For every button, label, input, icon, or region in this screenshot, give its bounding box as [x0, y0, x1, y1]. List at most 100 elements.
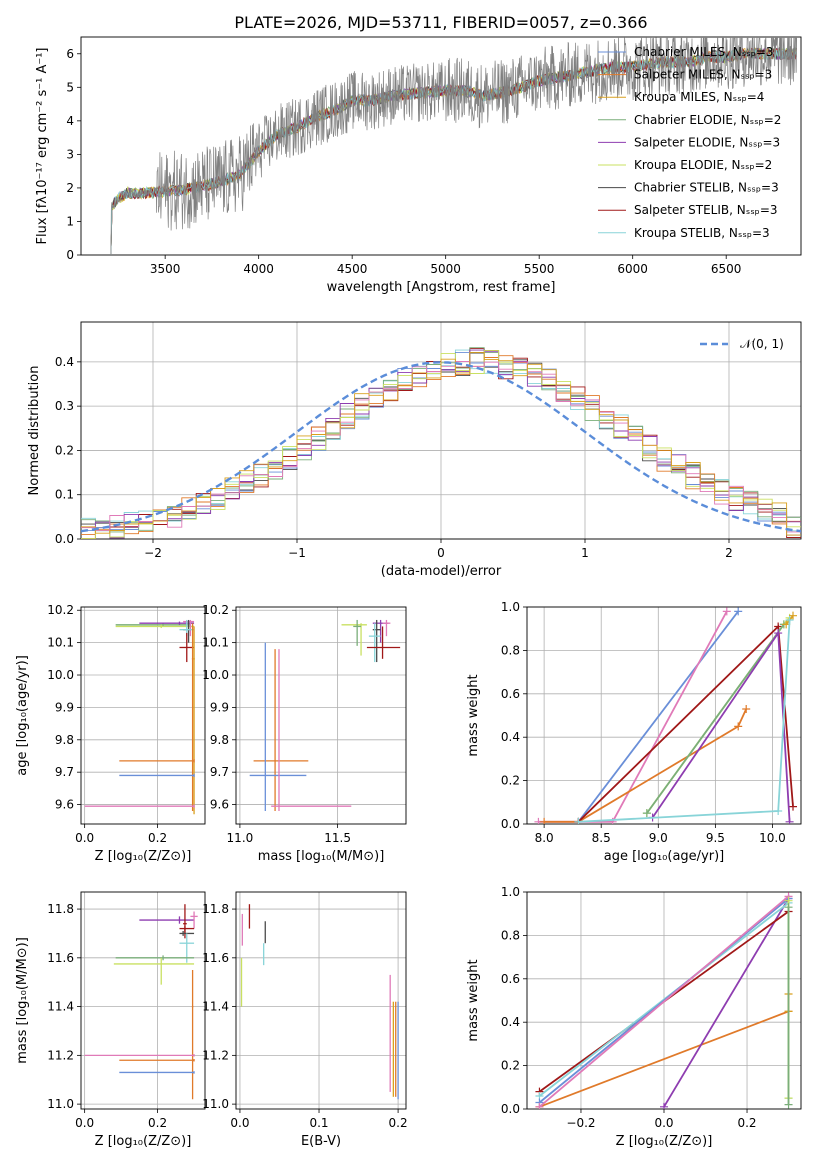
legend-label: Kroupa STELIB, Nₛₛₚ=3: [634, 226, 770, 240]
y-tick-label: 0.6: [501, 972, 520, 986]
y-tick-label: 10.1: [47, 636, 74, 650]
axes-frame: [80, 36, 802, 256]
x-tick-label: 1: [581, 546, 589, 560]
x-tick-label: −0.2: [566, 1116, 595, 1130]
y-tick-label: 6: [66, 47, 74, 61]
mass-weight-marker: [742, 704, 751, 713]
mass-weight-marker: [789, 802, 798, 811]
legend-label: Kroupa ELODIE, Nₛₛₚ=2: [634, 158, 772, 172]
y-tick-label: 0.2: [501, 774, 520, 788]
y-tick-label: 11.0: [202, 1097, 229, 1111]
y-tick-label: 11.6: [202, 951, 229, 965]
y-tick-label: 11.6: [47, 951, 74, 965]
age_vs_z-panel: [77, 606, 206, 828]
x-axis-label: Z [log₁₀(Z/Z⊙)]: [616, 1134, 713, 1149]
y-tick-label: 1.0: [501, 600, 520, 614]
y-tick-label: 0.2: [501, 1059, 520, 1073]
y-tick-label: 9.6: [210, 798, 229, 812]
chart-title: PLATE=2026, MJD=53711, FIBERID=0057, z=0…: [234, 13, 647, 32]
y-tick-label: 0.8: [501, 928, 520, 942]
x-tick-label: 5500: [524, 262, 555, 276]
legend-label: Chabrier STELIB, Nₛₛₚ=3: [634, 181, 779, 195]
legend-label: Salpeter MILES, Nₛₛₚ=3: [634, 68, 772, 82]
x-tick-label: 10.0: [759, 831, 786, 845]
mass-weight-group: [535, 892, 793, 1109]
y-tick-label: 0: [66, 248, 74, 262]
x-tick-label: 0.0: [230, 1116, 249, 1130]
x-axis-label: E(B-V): [301, 1134, 341, 1149]
y-tick-label: 4: [66, 114, 74, 128]
mass-weight-marker: [789, 611, 798, 620]
y-tick-label: 11.2: [47, 1048, 74, 1062]
y-tick-label: 9.8: [55, 733, 74, 747]
y-tick-label: 0.2: [55, 443, 74, 457]
y-tick-label: 0.0: [501, 817, 520, 831]
x-tick-label: 4500: [337, 262, 368, 276]
mass-weight-line: [544, 708, 748, 823]
y-axis-label: mass weight: [466, 674, 481, 756]
y-tick-label: 9.6: [55, 798, 74, 812]
x-tick-label: 0.2: [148, 831, 167, 845]
y-axis-label: mass [log₁₀(M/M⊙)]: [15, 937, 30, 1064]
mass-weight-marker: [540, 817, 549, 824]
x-tick-label: 8.5: [592, 831, 611, 845]
x-axis-label: Z [log₁₀(Z/Z⊙)]: [95, 1134, 192, 1149]
y-tick-label: 11.8: [47, 902, 74, 916]
mass-weight-marker: [734, 722, 743, 731]
y-tick-label: 11.8: [202, 902, 229, 916]
legend-label: Salpeter STELIB, Nₛₛₚ=3: [634, 203, 778, 217]
mass-weight-marker: [734, 607, 743, 616]
y-axis-label: age [log₁₀(age/yr)]: [15, 655, 30, 776]
histogram-step: [81, 351, 801, 536]
mass-weight-line: [651, 630, 791, 822]
y-tick-label: 0.4: [501, 730, 520, 744]
mass-weight-line: [663, 898, 790, 1108]
x-tick-label: 3500: [150, 262, 181, 276]
x-tick-label: 0.0: [654, 1116, 673, 1130]
mass-weight-line: [538, 895, 790, 1108]
y-tick-label: 11.4: [47, 1000, 74, 1014]
x-axis-label: Z [log₁₀(Z/Z⊙)]: [95, 849, 192, 864]
mass-weight-group: [534, 607, 798, 824]
legend-label: Chabrier ELODIE, Nₛₛₚ=2: [634, 113, 781, 127]
histogram-group: [81, 347, 801, 539]
axes-frame: [80, 606, 206, 825]
axes-frame: [80, 891, 206, 1110]
mass-weight-marker: [784, 1100, 793, 1109]
mass-weight-line: [646, 623, 785, 814]
mass-weight-marker: [785, 817, 794, 824]
x-tick-label: 0.0: [75, 831, 94, 845]
x-tick-label: −1: [288, 546, 306, 560]
mass_vs_ebv-panel: [232, 891, 407, 1113]
mass-weight-marker: [722, 607, 731, 616]
y-axis-label: mass weight: [466, 959, 481, 1041]
legend-label: Chabrier MILES, Nₛₛₚ=3: [634, 45, 774, 59]
y-tick-label: 0.6: [501, 687, 520, 701]
y-tick-label: 11.2: [202, 1048, 229, 1062]
y-tick-label: 0.4: [501, 1015, 520, 1029]
residuals-panel: [77, 321, 802, 543]
y-tick-label: 9.8: [210, 733, 229, 747]
mass-weight-marker: [785, 616, 794, 625]
y-tick-label: 9.7: [210, 765, 229, 779]
x-tick-label: 6000: [617, 262, 648, 276]
errorbar-group: [249, 619, 401, 812]
x-tick-label: 0.2: [389, 1116, 408, 1130]
mass-weight-marker: [535, 1102, 544, 1109]
y-tick-label: 10.0: [47, 668, 74, 682]
x-axis-label: wavelength [Angstrom, rest frame]: [327, 280, 556, 295]
errorbar-group: [84, 619, 195, 815]
y-tick-label: 9.7: [55, 765, 74, 779]
errorbar-group: [240, 904, 399, 1100]
y-axis-label: Normed distribution: [27, 366, 42, 496]
x-tick-label: 9.0: [649, 831, 668, 845]
y-tick-label: 9.9: [210, 700, 229, 714]
y-tick-label: 1.0: [501, 885, 520, 899]
x-tick-label: 2: [725, 546, 733, 560]
mass-weight-marker: [574, 817, 583, 824]
x-axis-label: mass [log₁₀(M/M⊙)]: [258, 849, 385, 864]
x-tick-label: 9.5: [706, 831, 725, 845]
mass-weight-marker: [660, 1102, 668, 1109]
x-tick-label: 0.2: [148, 1116, 167, 1130]
y-tick-label: 10.2: [202, 603, 229, 617]
